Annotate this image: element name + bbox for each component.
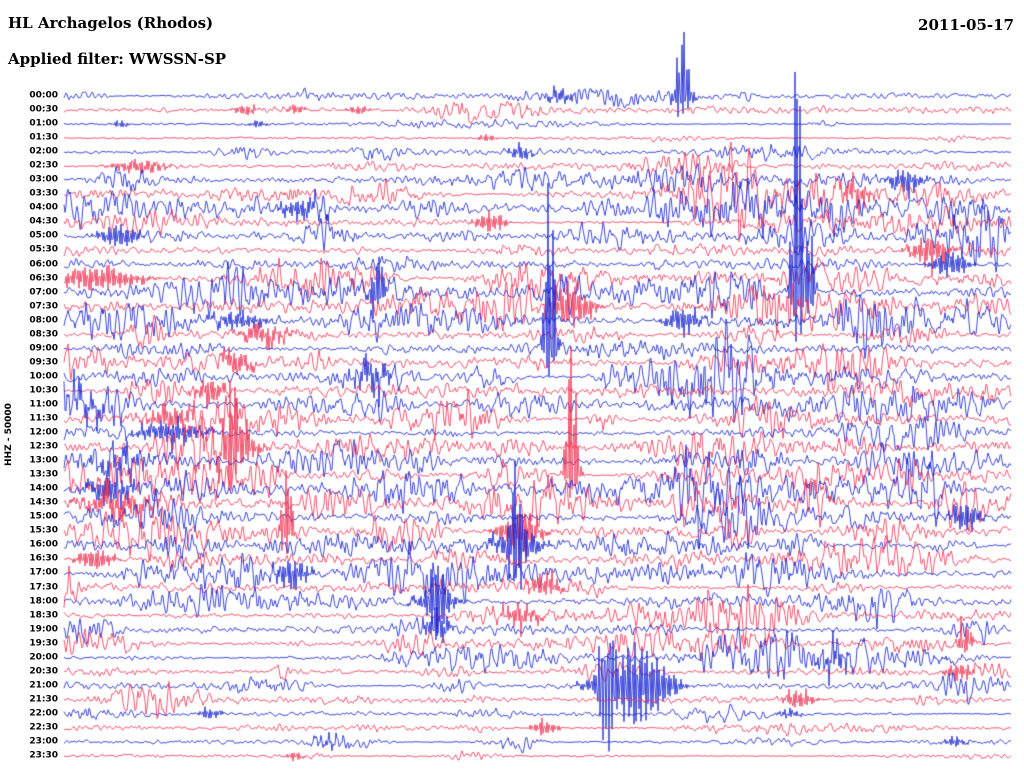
time-label: 17:30 (29, 582, 58, 592)
time-label: 22:30 (29, 722, 58, 733)
time-label: 19:30 (29, 638, 58, 649)
time-label: 18:30 (29, 610, 58, 621)
time-label: 17:00 (29, 567, 58, 578)
time-label: 00:30 (29, 104, 58, 115)
time-label: 09:30 (29, 357, 58, 368)
time-label: 16:30 (29, 553, 58, 564)
time-label: 03:30 (29, 188, 58, 199)
time-label: 00:00 (29, 90, 58, 101)
time-label: 06:30 (29, 273, 58, 284)
date-label: 2011-05-17 (918, 16, 1014, 34)
time-label: 09:00 (29, 343, 58, 354)
time-label: 14:30 (29, 497, 58, 508)
time-label: 21:00 (29, 680, 58, 691)
time-label: 13:00 (29, 455, 58, 466)
time-label: 02:30 (29, 160, 58, 171)
time-label: 23:00 (29, 736, 58, 747)
time-label: 07:30 (29, 301, 58, 312)
station-title: HL Archagelos (Rhodos) (8, 14, 214, 32)
time-label: 04:00 (29, 202, 58, 213)
time-label: 13:30 (29, 469, 58, 480)
time-label: 23:30 (29, 750, 58, 761)
time-label: 08:00 (29, 315, 58, 326)
time-label: 12:30 (29, 441, 58, 452)
time-label: 22:00 (29, 708, 58, 719)
time-label: 10:30 (29, 385, 58, 396)
time-label: 16:00 (29, 539, 58, 550)
time-label: 14:00 (29, 483, 58, 494)
time-axis: 00:00 00:30 01:00 01:30 02:00 02:30 03:00 03:30… (0, 0, 60, 780)
time-label: 01:00 (29, 118, 58, 129)
time-label: 04:30 (29, 216, 58, 227)
time-label: 20:30 (29, 666, 58, 677)
time-label: 02:00 (29, 146, 58, 157)
time-label: 21:30 (29, 694, 58, 705)
time-label: 11:00 (29, 399, 58, 410)
time-label: 15:00 (29, 511, 58, 522)
time-label: 01:30 (29, 132, 58, 143)
y-axis-label: HHZ - 50000 (4, 403, 14, 466)
time-label: 08:30 (29, 329, 58, 340)
time-label: 06:00 (29, 259, 58, 270)
time-label: 05:30 (29, 244, 58, 255)
time-label: 10:00 (29, 371, 58, 382)
time-label: 18:00 (29, 596, 58, 607)
time-label: 19:00 (29, 624, 58, 635)
time-label: 15:30 (29, 525, 58, 536)
applied-filter-label: Applied filter: WWSSN-SP (8, 50, 227, 68)
time-label: 20:00 (29, 652, 58, 663)
time-label: 03:00 (29, 174, 58, 185)
time-label: 07:00 (29, 287, 58, 298)
time-label: 12:00 (29, 427, 58, 438)
time-label: 05:00 (29, 230, 58, 241)
time-label: 11:30 (29, 413, 58, 424)
